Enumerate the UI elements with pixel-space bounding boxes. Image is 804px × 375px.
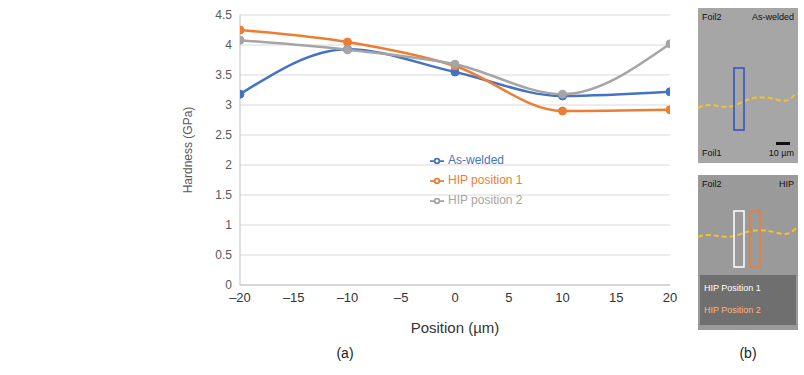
svg-text:5: 5 (505, 290, 512, 305)
svg-text:–10: –10 (337, 290, 359, 305)
svg-text:10: 10 (555, 290, 569, 305)
svg-text:4: 4 (225, 38, 232, 52)
svg-text:Position (µm): Position (µm) (411, 319, 500, 336)
html-text:HIP position 1: HIP position 1 (448, 173, 523, 187)
svg-text:HIP Position 2: HIP Position 2 (704, 305, 761, 315)
html-text:(a): (a) (336, 345, 354, 361)
html-text:As-welded: As-welded (448, 153, 504, 167)
svg-text:3: 3 (225, 98, 232, 112)
svg-text:0: 0 (451, 290, 458, 305)
svg-text:–5: –5 (394, 290, 408, 305)
svg-text:Foil1: Foil1 (702, 148, 722, 158)
svg-text:1: 1 (225, 218, 232, 232)
svg-text:As-welded: As-welded (752, 12, 794, 22)
svg-text:Foil2: Foil2 (702, 12, 722, 22)
svg-text:1.5: 1.5 (215, 188, 232, 202)
svg-text:10 µm: 10 µm (769, 148, 794, 158)
svg-text:2.5: 2.5 (215, 128, 232, 142)
svg-text:2: 2 (225, 158, 232, 172)
svg-text:–15: –15 (283, 290, 305, 305)
svg-text:20: 20 (663, 290, 677, 305)
html-text:(b): (b) (739, 345, 757, 361)
svg-text:Foil2: Foil2 (702, 179, 722, 189)
svg-text:Hardness (GPa): Hardness (GPa) (181, 107, 195, 194)
svg-text:HIP: HIP (779, 179, 794, 189)
svg-text:15: 15 (609, 290, 623, 305)
svg-text:3.5: 3.5 (215, 68, 232, 82)
svg-text:HIP Position 1: HIP Position 1 (704, 283, 761, 293)
svg-text:0.5: 0.5 (215, 248, 232, 262)
svg-text:0: 0 (225, 278, 232, 292)
svg-text:–20: –20 (229, 290, 251, 305)
html-text:HIP position 2: HIP position 2 (448, 193, 523, 207)
svg-text:4.5: 4.5 (215, 8, 232, 22)
